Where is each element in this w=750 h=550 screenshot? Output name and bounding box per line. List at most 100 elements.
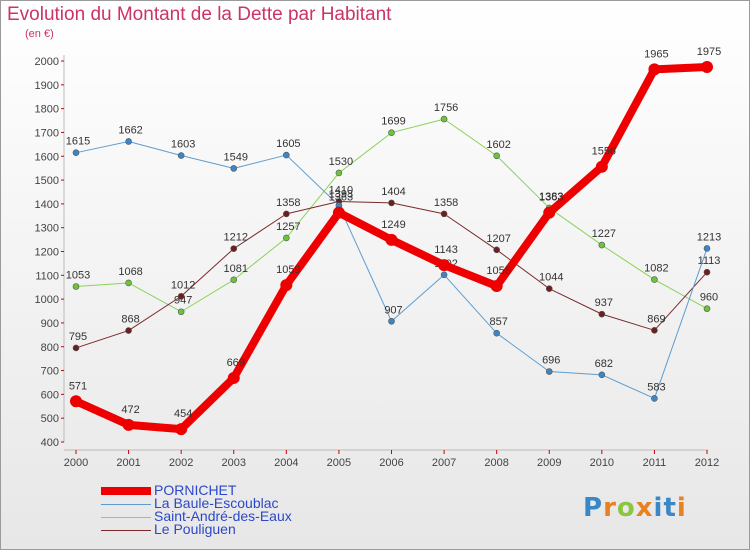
- x-tick-label: 2001: [116, 457, 140, 469]
- data-point: [385, 233, 398, 246]
- data-point: [177, 292, 185, 300]
- data-point: [72, 149, 80, 156]
- x-tick-label: 2012: [695, 457, 719, 469]
- data-label: 1213: [697, 231, 721, 243]
- y-tick-label: 400: [41, 437, 59, 449]
- x-tick-label: 2004: [274, 457, 298, 469]
- data-point: [490, 280, 503, 293]
- x-tick-label: 2011: [643, 457, 667, 469]
- y-tick-label: 1000: [35, 294, 59, 306]
- chart-title: Evolution du Montant de la Dette par Hab…: [7, 4, 392, 25]
- data-label: 1363: [329, 192, 353, 204]
- data-point: [227, 371, 240, 384]
- data-point: [177, 152, 185, 159]
- y-tick-label: 500: [41, 413, 59, 425]
- data-point: [703, 268, 711, 276]
- data-point: [177, 308, 185, 316]
- x-tick-label: 2003: [222, 457, 246, 469]
- data-label: 583: [647, 381, 665, 393]
- x-tick-label: 2010: [590, 457, 614, 469]
- data-label: 1053: [66, 270, 90, 282]
- data-label: 937: [595, 297, 613, 309]
- data-point: [388, 129, 395, 136]
- logo-letter: i: [676, 493, 687, 523]
- logo-letter: P: [583, 493, 604, 523]
- data-point: [493, 329, 500, 337]
- data-point: [598, 310, 606, 318]
- y-tick-label: 1100: [35, 270, 59, 282]
- data-point: [388, 317, 395, 325]
- data-label: 1363: [539, 192, 563, 204]
- x-tick-label: 2008: [484, 457, 508, 469]
- data-label: 1404: [381, 186, 405, 198]
- data-point: [125, 327, 132, 334]
- data-label: 1227: [592, 228, 616, 240]
- y-tick-label: 900: [41, 318, 59, 330]
- data-point: [598, 241, 606, 249]
- logo-letter: t: [663, 493, 677, 523]
- data-label: 1081: [224, 263, 248, 275]
- data-point: [545, 285, 553, 292]
- data-label: 1082: [644, 263, 668, 275]
- y-tick-label: 800: [41, 342, 59, 354]
- logo-letter: x: [635, 493, 654, 523]
- data-label: 1055: [486, 265, 510, 277]
- x-tick-label: 2009: [537, 457, 561, 469]
- data-point: [598, 371, 606, 379]
- x-tick-label: 2006: [379, 457, 403, 469]
- legend-swatch: [101, 503, 151, 505]
- data-label: 1603: [171, 139, 195, 151]
- legend-label: PORNICHET: [154, 482, 237, 498]
- data-point: [72, 283, 80, 290]
- y-tick-label: 1900: [35, 80, 59, 92]
- legend-swatch: [101, 529, 151, 531]
- y-tick-label: 1800: [35, 104, 59, 116]
- data-label: 454: [174, 408, 192, 420]
- data-label: 696: [542, 355, 560, 367]
- chart-subtitle: (en €): [25, 28, 54, 40]
- x-tick-label: 2000: [64, 457, 88, 469]
- data-label: 1207: [486, 233, 510, 245]
- legend-label: Le Pouliguen: [154, 521, 236, 537]
- y-tick-label: 1600: [35, 151, 59, 163]
- data-label: 795: [69, 331, 87, 343]
- data-label: 669: [227, 357, 245, 369]
- y-tick-label: 1200: [35, 247, 59, 259]
- legend-label: Saint-André-des-Eaux: [154, 508, 292, 524]
- data-label: 1756: [434, 102, 458, 114]
- data-label: 1605: [276, 138, 300, 150]
- data-label: 1410: [329, 184, 353, 196]
- data-label: 1358: [434, 197, 458, 209]
- data-label: 1212: [224, 232, 248, 244]
- data-point: [648, 63, 661, 76]
- x-tick-label: 2002: [169, 457, 193, 469]
- logo-letter: i: [653, 493, 664, 523]
- data-label: 1068: [118, 266, 142, 278]
- data-point: [280, 279, 293, 292]
- data-point: [438, 259, 451, 272]
- data-label: 1965: [644, 48, 668, 60]
- data-label: 1615: [66, 136, 90, 148]
- x-tick-label: 2007: [432, 457, 456, 469]
- data-label: 868: [121, 314, 139, 326]
- data-label: 1556: [592, 146, 616, 158]
- data-point: [701, 60, 713, 73]
- y-tick-label: 1300: [35, 223, 59, 235]
- legend-swatch: [101, 516, 151, 518]
- data-label: 1249: [381, 219, 405, 231]
- data-point: [230, 245, 238, 252]
- data-point: [230, 165, 238, 172]
- data-point: [440, 115, 448, 123]
- y-tick-label: 600: [41, 389, 59, 401]
- data-label: 1059: [276, 264, 300, 276]
- data-point: [125, 279, 132, 287]
- legend-label: La Baule-Escoublac: [154, 495, 279, 511]
- data-label: 472: [121, 404, 139, 416]
- y-tick-label: 700: [41, 366, 59, 378]
- data-label: 1549: [224, 151, 248, 163]
- data-label: 1975: [697, 46, 721, 58]
- data-label: 1393: [329, 189, 353, 201]
- data-label: 1143: [434, 244, 458, 256]
- logo-letter: r: [603, 493, 617, 523]
